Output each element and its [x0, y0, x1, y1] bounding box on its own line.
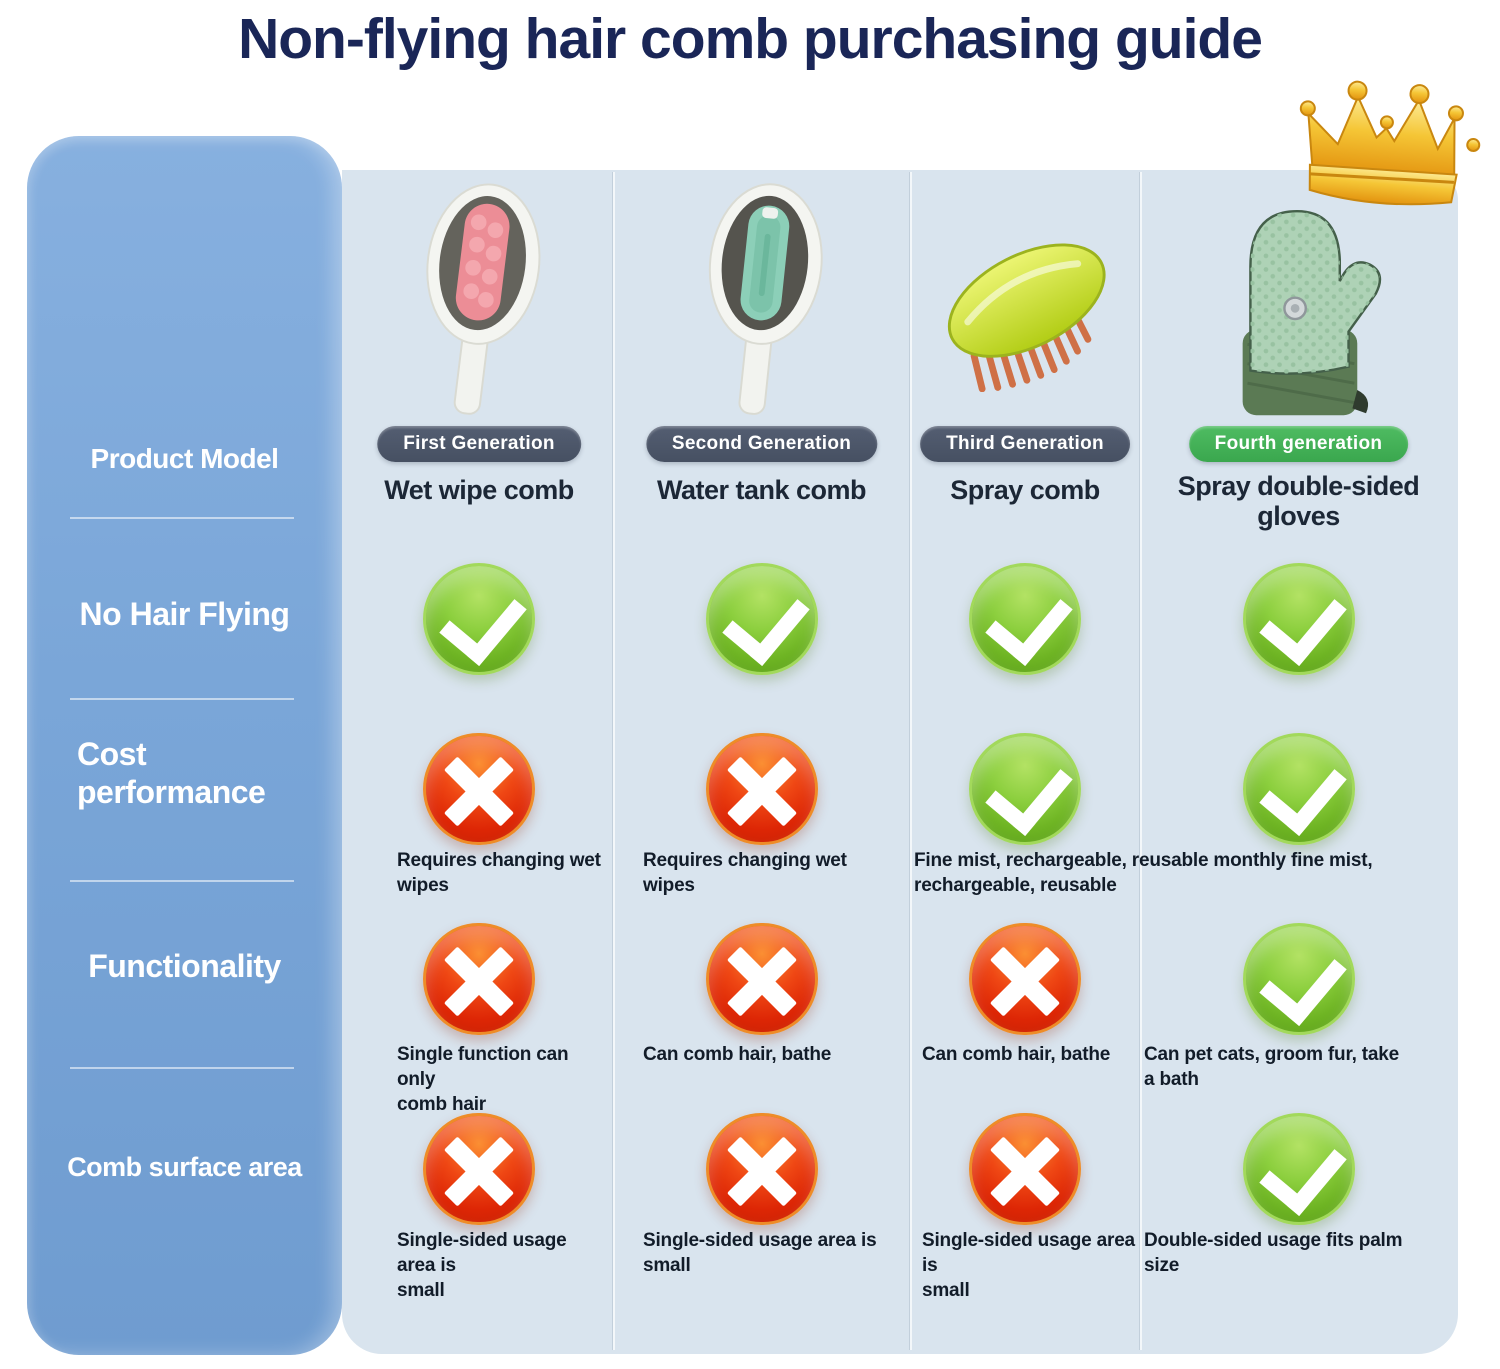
functionality-note: Single function can only comb hair — [397, 1044, 569, 1116]
comb-surface-note: Single-sided usage area is small — [643, 1230, 877, 1277]
comb-surface-note: Single-sided usage area is small — [397, 1230, 567, 1302]
cross-icon — [969, 923, 1081, 1035]
water-tank-comb-image — [613, 178, 910, 422]
row-label-functionality: Functionality — [88, 948, 281, 984]
generation-badge: Second Generation — [645, 426, 878, 462]
sidebar-divider — [70, 880, 294, 882]
column-second-generation: Second Generation Water tank comb Requir… — [613, 0, 910, 1369]
generation-badge: Third Generation — [920, 426, 1130, 462]
cost-note: Requires changing wet wipes — [643, 850, 847, 897]
check-icon — [1242, 563, 1355, 675]
column-divider — [909, 172, 912, 1350]
spray-comb-image — [910, 212, 1140, 392]
row-label-cost-performance: Cost performance — [77, 736, 266, 810]
product-name: Water tank comb — [656, 475, 867, 505]
column-divider — [1139, 172, 1142, 1350]
cross-icon — [423, 733, 535, 845]
generation-badge: Fourth generation — [1188, 426, 1409, 462]
column-fourth-generation: Fourth generation Spray double-sided glo… — [1140, 0, 1457, 1369]
cost-note-spanning: Fine mist, rechargeable, reusable monthl… — [914, 850, 1373, 897]
check-icon — [705, 563, 818, 675]
check-icon — [969, 563, 1081, 675]
cross-icon — [423, 923, 535, 1035]
functionality-note: Can comb hair, bathe — [922, 1044, 1111, 1065]
row-label-sidebar: Product Model No Hair Flying Cost perfor… — [27, 136, 342, 1355]
cross-icon — [705, 923, 818, 1035]
column-divider — [612, 172, 615, 1350]
cross-icon — [969, 1113, 1081, 1225]
wet-wipe-comb-image — [345, 178, 613, 422]
cost-note: Requires changing wet wipes — [397, 850, 601, 897]
cross-icon — [423, 1113, 535, 1225]
check-icon — [1242, 733, 1355, 845]
row-label-no-hair-flying: No Hair Flying — [79, 596, 290, 632]
grooming-glove-image — [1140, 184, 1457, 422]
check-icon — [969, 733, 1081, 845]
column-third-generation: Third Generation Spray comb Can comb hai… — [910, 0, 1140, 1369]
comb-surface-note: Double-sided usage fits palm size — [1144, 1230, 1403, 1277]
sidebar-divider — [70, 517, 294, 519]
check-icon — [423, 563, 535, 675]
product-name: Wet wipe comb — [384, 475, 574, 505]
sidebar-divider — [70, 698, 294, 700]
sidebar-divider — [70, 1067, 294, 1069]
page-title: Non-flying hair comb purchasing guide — [238, 7, 1263, 71]
check-icon — [1242, 923, 1355, 1035]
cross-icon — [705, 733, 818, 845]
check-icon — [1242, 1113, 1355, 1225]
cross-icon — [705, 1113, 818, 1225]
crown-icon — [1282, 74, 1487, 217]
row-label-comb-surface-area: Comb surface area — [67, 1152, 302, 1182]
functionality-note: Can comb hair, bathe — [643, 1044, 832, 1065]
product-name: Spray comb — [950, 475, 1100, 505]
generation-badge: First Generation — [377, 426, 581, 462]
row-label-product-model: Product Model — [90, 443, 279, 474]
comb-surface-note: Single-sided usage area is small — [922, 1230, 1135, 1302]
product-name: Spray double-sided gloves — [1177, 471, 1420, 531]
column-first-generation: First Generation Wet wipe comb Requires … — [345, 0, 613, 1369]
functionality-note: Can pet cats, groom fur, take a bath — [1144, 1044, 1399, 1091]
